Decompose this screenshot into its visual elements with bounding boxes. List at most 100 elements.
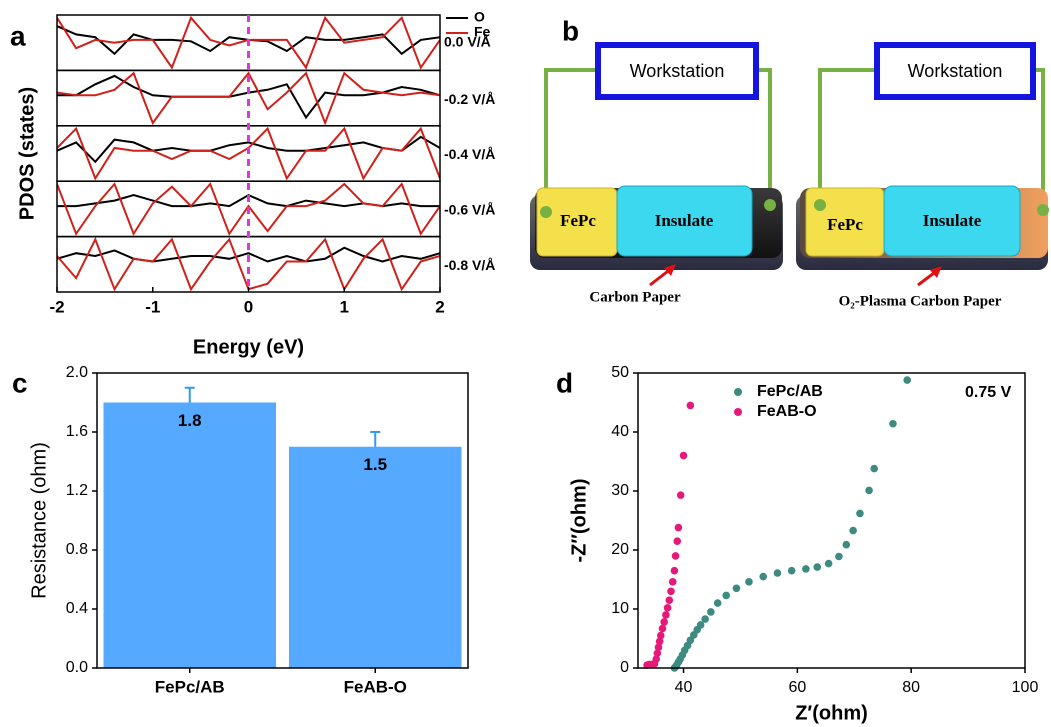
y-tick-label: 0.4 xyxy=(66,600,88,617)
data-point xyxy=(673,537,682,545)
field-label: -0.6 V/Å xyxy=(444,202,495,218)
x-tick-label: -1 xyxy=(145,297,160,316)
panel-label: a xyxy=(10,20,26,51)
data-point xyxy=(870,464,878,473)
legend-label: Fe xyxy=(474,24,491,40)
field-label: 0.0 V/Å xyxy=(444,33,491,49)
insulator-label: Insulate xyxy=(923,211,982,230)
x-tick-label: -2 xyxy=(49,297,64,316)
y-tick-label: 1.6 xyxy=(66,423,88,440)
x-tick-label: 0 xyxy=(244,297,253,316)
device-right: Workstation FePc Insulate O₂-Plasma Carb… xyxy=(796,42,1049,309)
data-point xyxy=(835,552,843,561)
y-tick-label: 2.0 xyxy=(66,364,88,381)
data-point xyxy=(865,486,873,495)
wire xyxy=(1033,68,1045,210)
data-point xyxy=(652,655,661,663)
data-point xyxy=(663,604,672,612)
data-point xyxy=(686,401,695,410)
data-point xyxy=(679,451,688,460)
data-point xyxy=(713,599,722,607)
x-tick-label: FePc/AB xyxy=(155,677,225,696)
panel-label: b xyxy=(562,15,579,46)
y-tick-label: 10 xyxy=(611,600,629,617)
value-label: 1.5 xyxy=(363,455,387,474)
value-label: 1.8 xyxy=(178,411,202,430)
x-axis-label: Energy (eV) xyxy=(193,336,304,358)
data-point xyxy=(701,615,709,623)
legend-marker xyxy=(734,388,742,396)
contact xyxy=(1037,204,1049,216)
plot-frame xyxy=(96,372,469,669)
contact xyxy=(814,199,826,211)
x-tick-label: 60 xyxy=(788,679,806,696)
y-axis-label: -Z″(ohm) xyxy=(568,479,590,563)
legend-label: O xyxy=(474,9,485,25)
panel-label: c xyxy=(12,367,28,398)
pdos-line xyxy=(57,71,440,126)
data-point xyxy=(660,618,668,626)
y-axis-label: PDOS (states) xyxy=(16,87,38,220)
data-point xyxy=(824,559,833,568)
field-label: -0.4 V/Å xyxy=(444,146,495,162)
data-point xyxy=(654,643,663,652)
data-point xyxy=(732,584,741,593)
x-tick-label: 1 xyxy=(340,297,349,316)
data-point xyxy=(667,587,675,596)
x-tick-label: FeAB-O xyxy=(344,677,407,696)
data-point xyxy=(849,526,857,535)
pdos-line xyxy=(57,246,440,263)
device-left: Workstation FePc Insulate Carbon Paper xyxy=(530,42,783,305)
data-point xyxy=(842,540,851,549)
workstation-box xyxy=(595,42,759,100)
x-tick-label: 100 xyxy=(1012,679,1039,696)
x-tick-label: 2 xyxy=(435,297,444,316)
legend-marker xyxy=(734,408,742,416)
data-point xyxy=(722,591,731,600)
annotation: 0.75 V xyxy=(965,384,1012,401)
data-point xyxy=(671,552,680,560)
x-axis-label: Z′(ohm) xyxy=(795,702,868,724)
legend-label: FeAB-O xyxy=(757,403,817,420)
y-tick-label: 40 xyxy=(611,423,629,440)
y-tick-label: 1.2 xyxy=(66,482,88,499)
device-diagram: b Workstation FePc Insulate Carbon Paper… xyxy=(530,15,1049,309)
data-point xyxy=(653,649,662,658)
pdos-line xyxy=(57,135,440,164)
y-tick-label: 20 xyxy=(611,541,629,558)
plot-frame xyxy=(637,372,1026,669)
workstation-label: Workstation xyxy=(908,61,1003,81)
data-point xyxy=(787,566,796,575)
data-point xyxy=(655,637,664,646)
x-tick-label: 40 xyxy=(675,679,693,696)
substrate-label: O₂-Plasma Carbon Paper xyxy=(839,293,1002,309)
data-point xyxy=(656,631,665,640)
pdos-line xyxy=(57,182,440,237)
y-tick-label: 0.0 xyxy=(66,659,88,676)
y-tick-label: 30 xyxy=(611,482,629,499)
x-tick-label: 80 xyxy=(902,679,920,696)
electrode-label: FePc xyxy=(560,211,596,230)
y-tick-label: 0 xyxy=(620,659,629,676)
insulator-label: Insulate xyxy=(655,211,714,230)
y-axis-label: Resistance (ohm) xyxy=(28,442,50,599)
data-point xyxy=(707,608,715,616)
field-label: -0.2 V/Å xyxy=(444,91,495,107)
y-tick-label: 50 xyxy=(611,364,629,381)
panel-label: d xyxy=(556,367,573,398)
data-point xyxy=(745,578,753,586)
data-point xyxy=(802,565,810,573)
data-point xyxy=(670,566,679,575)
data-point xyxy=(759,572,768,581)
data-point xyxy=(696,621,705,629)
data-point xyxy=(662,611,670,619)
arrow-head xyxy=(930,266,942,278)
data-point xyxy=(676,491,685,499)
contact xyxy=(764,199,776,211)
data-point xyxy=(889,419,897,428)
bar xyxy=(103,402,277,668)
insulator xyxy=(616,185,753,257)
data-point xyxy=(668,578,677,586)
data-point xyxy=(674,523,683,532)
